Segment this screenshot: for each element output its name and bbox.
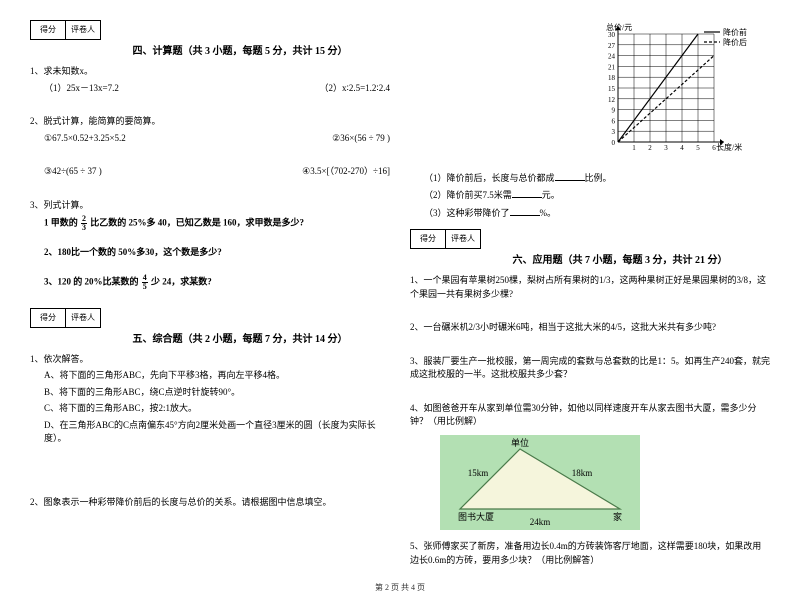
q6-2: 2、一台碾米机2/3小时碾米6吨，相当于这批大米的4/5，这批大米共有多少吨? [410,321,770,335]
q4-2-sub2: ③42÷(65 ÷ 37 ) ④3.5×[（702-270）÷16] [44,165,390,179]
svg-text:1: 1 [632,144,636,152]
blank [512,188,542,198]
svg-text:3: 3 [612,128,616,136]
q5-2: 2、图象表示一种彩带降价前后的长度与总价的关系。请根据图中信息填空。 [30,496,390,510]
svg-text:3: 3 [664,144,668,152]
q4-1b: （2）x∶2.5=1.2∶2.4 [319,82,390,96]
svg-text:15km: 15km [468,468,489,478]
chart-q3: （3）这种彩带降价了 %。 [424,206,770,221]
marker-cell-6: 评卷人 [446,229,481,249]
svg-text:30: 30 [608,31,616,39]
svg-text:降价后: 降价后 [723,37,747,47]
svg-text:家: 家 [613,511,622,522]
page-footer: 第 2 页 共 4 页 [0,582,800,593]
q4-3a-post: 比乙数的 25%多 40，已知乙数是 160，求甲数是多少? [90,218,304,228]
chart-q1-post: 比例。 [585,173,612,183]
q4-1: 1、求未知数x。 [30,65,390,79]
chart-q2-pre: （2）降价前买7.5米需 [424,190,512,200]
svg-text:12: 12 [608,96,616,104]
q6-3: 3、服装厂要生产一批校服，第一周完成的套数与总套数的比是1：5。如再生产240套… [410,355,770,382]
chart-q2: （2）降价前买7.5米需 元。 [424,188,770,203]
q4-2: 2、脱式计算，能简算的要简算。 [30,115,390,129]
chart-area: 123456036912151821242730总价/元长度/米降价前降价后 [410,20,770,165]
svg-text:6: 6 [612,117,616,125]
q4-3a-pre: 1 甲数的 [44,218,78,228]
q5-1a: A、将下面的三角形ABC，先向下平移3格，再向左平移4格。 [44,369,390,383]
svg-text:2: 2 [648,144,652,152]
triangle-diagram: 单位 15km 18km 图书大厦 家 24km [440,435,770,535]
svg-text:图书大厦: 图书大厦 [458,511,494,522]
blank [510,206,540,216]
svg-text:21: 21 [608,63,616,71]
q4-3c-pre: 3、120 的 20%比某数的 [44,276,139,286]
q5-1d: D、在三角形ABC的C点南偏东45°方向2厘米处画一个直径3厘米的圆（长度为实际… [44,419,390,446]
q6-4: 4、如图爸爸开车从家到单位需30分钟，如他以同样速度开车从家去图书大厦，需多少分… [410,402,770,429]
section5-title: 五、综合题（共 2 小题，每题 7 分，共计 14 分） [90,332,390,347]
svg-text:15: 15 [608,85,616,93]
chart-q1-pre: （1）降价前后，长度与总价都成 [424,173,555,183]
q5-1c: C、将下面的三角形ABC，按2:1放大。 [44,402,390,416]
section4-title: 四、计算题（共 3 小题，每题 5 分，共计 15 分） [90,44,390,59]
chart-q3-post: %。 [540,208,557,218]
q4-1a: （1）25x－13x=7.2 [44,82,319,96]
svg-text:24km: 24km [530,517,551,527]
q4-3: 3、列式计算。 [30,199,390,213]
q5-1b: B、将下面的三角形ABC，绕C点逆时针旋转90°。 [44,386,390,400]
chart-q1: （1）降价前后，长度与总价都成 比例。 [424,171,770,186]
frac-2-3: 23 [81,215,87,232]
q4-2a: ①67.5×0.52+3.25×5.2 [44,132,332,146]
marker-cell: 评卷人 [66,20,101,40]
score-box-6: 得分 评卷人 [410,229,770,249]
score-box: 得分 评卷人 [30,20,390,40]
q4-2b: ②36×(56 ÷ 79 ) [332,132,390,146]
q4-3a: 1 甲数的 23 比乙数的 25%多 40，已知乙数是 160，求甲数是多少? [44,215,390,232]
svg-text:27: 27 [608,42,616,50]
q4-3c-post: 少 24，求某数? [151,276,212,286]
marker-cell-5: 评卷人 [66,308,101,328]
q6-1: 1、一个果园有苹果树250棵，梨树占所有果树的1/3，这两种果树正好是果园果树的… [410,274,770,301]
score-cell: 得分 [30,20,66,40]
q4-3c: 3、120 的 20%比某数的 45 少 24，求某数? [44,274,390,291]
q4-2-sub1: ①67.5×0.52+3.25×5.2 ②36×(56 ÷ 79 ) [44,132,390,146]
svg-text:0: 0 [612,139,616,147]
svg-text:总价/元: 总价/元 [606,22,632,32]
svg-text:降价前: 降价前 [723,27,747,37]
svg-text:18km: 18km [572,468,593,478]
q4-3b: 2、180比一个数的 50%多30，这个数是多少? [44,246,390,260]
section6-title: 六、应用题（共 7 小题，每题 3 分，共计 21 分） [470,253,770,268]
q4-2d: ④3.5×[（702-270）÷16] [302,165,390,179]
svg-text:5: 5 [696,144,700,152]
score-box-5: 得分 评卷人 [30,308,390,328]
svg-text:24: 24 [608,53,616,61]
chart-q2-post: 元。 [542,190,560,200]
blank [555,171,585,181]
q5-1: 1、依次解答。 [30,353,390,367]
svg-text:长度/米: 长度/米 [716,142,742,152]
price-chart: 123456036912151821242730总价/元长度/米降价前降价后 [590,20,770,160]
chart-q3-pre: （3）这种彩带降价了 [424,208,510,218]
q4-2c: ③42÷(65 ÷ 37 ) [44,165,302,179]
score-cell-6: 得分 [410,229,446,249]
q6-5: 5、张师傅家买了新房，准备用边长0.4m的方砖装饰客厅地面，这样需要180块，如… [410,540,770,567]
svg-text:单位: 单位 [511,437,529,448]
svg-text:9: 9 [612,107,616,115]
svg-text:18: 18 [608,74,616,82]
frac-4-5: 45 [142,274,148,291]
q4-1-sub: （1）25x－13x=7.2 （2）x∶2.5=1.2∶2.4 [44,82,390,96]
svg-text:4: 4 [680,144,684,152]
score-cell-5: 得分 [30,308,66,328]
